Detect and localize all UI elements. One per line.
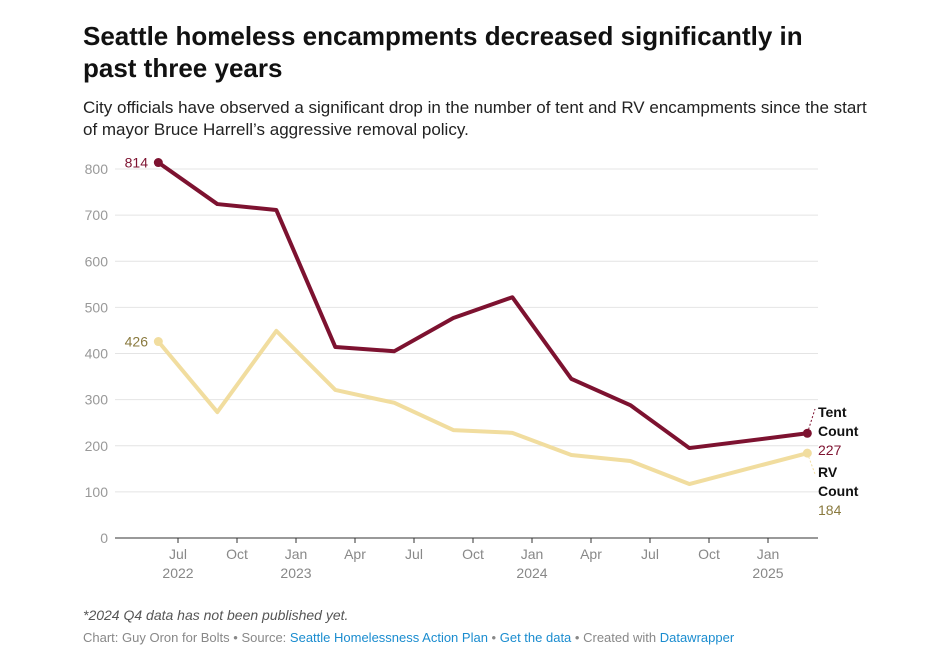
x-tick-label: Jul: [405, 546, 423, 562]
x-tick-label: Apr: [580, 546, 602, 562]
credit: Chart: Guy Oron for Bolts: [83, 630, 230, 645]
source-prefix: Source:: [241, 630, 287, 645]
footnote: *2024 Q4 data has not been published yet…: [83, 607, 349, 623]
x-tick-label: Jul: [641, 546, 659, 562]
chart-title: Seattle homeless encampments decreased s…: [83, 21, 803, 83]
x-tick-label: Jul: [169, 546, 187, 562]
series-name-label: Count: [818, 423, 859, 439]
footer: Chart: Guy Oron for Bolts • Source: Seat…: [83, 630, 734, 645]
series-name-label: Count: [818, 483, 859, 499]
label-connector: [806, 408, 816, 434]
x-tick-label: Apr: [344, 546, 366, 562]
created-prefix: Created with: [583, 630, 657, 645]
y-tick-label: 600: [85, 253, 109, 269]
line-chart: 0 100 200 300 400 500 600 700 800 Jul 2022 Oct Jan 20…: [85, 155, 859, 581]
end-value-label: 227: [818, 442, 842, 458]
series-name-label: RV: [818, 464, 838, 480]
start-value-label: 426: [125, 334, 149, 350]
x-tick-year-label: 2024: [516, 565, 547, 581]
x-tick-year-label: 2025: [752, 565, 783, 581]
x-tick-label: Oct: [226, 546, 248, 562]
source-link[interactable]: Seattle Homelessness Action Plan: [289, 630, 488, 645]
y-tick-label: 500: [85, 299, 109, 315]
series-line-tent-count: [156, 160, 810, 451]
separator: •: [491, 630, 497, 645]
series-name-label: Tent: [818, 404, 847, 420]
x-tick-year-label: 2023: [280, 565, 311, 581]
x-tick-year-label: 2022: [162, 565, 193, 581]
end-value-label: 184: [818, 502, 842, 518]
datawrapper-link[interactable]: Datawrapper: [659, 630, 735, 645]
x-tick-label: Oct: [462, 546, 484, 562]
x-tick-label: Jan: [757, 546, 780, 562]
x-tick-label: Jan: [521, 546, 544, 562]
x-tick-label: Jan: [285, 546, 308, 562]
y-tick-label: 300: [85, 392, 109, 408]
y-tick-label: 800: [85, 161, 109, 177]
series-line-rv-count: [156, 328, 810, 487]
get-data-link[interactable]: Get the data: [499, 630, 572, 645]
y-tick-label: 200: [85, 438, 109, 454]
chart-subtitle: City officials have observed a significa…: [83, 98, 867, 139]
y-tick-label: 0: [100, 530, 108, 546]
y-tick-label: 100: [85, 484, 109, 500]
data-point: [153, 337, 163, 347]
start-value-label: 814: [125, 155, 149, 171]
separator: •: [233, 630, 238, 645]
data-point: [153, 158, 163, 168]
y-tick-label: 400: [85, 346, 109, 362]
separator: •: [574, 630, 580, 645]
x-tick-label: Oct: [698, 546, 720, 562]
y-tick-label: 700: [85, 207, 109, 223]
